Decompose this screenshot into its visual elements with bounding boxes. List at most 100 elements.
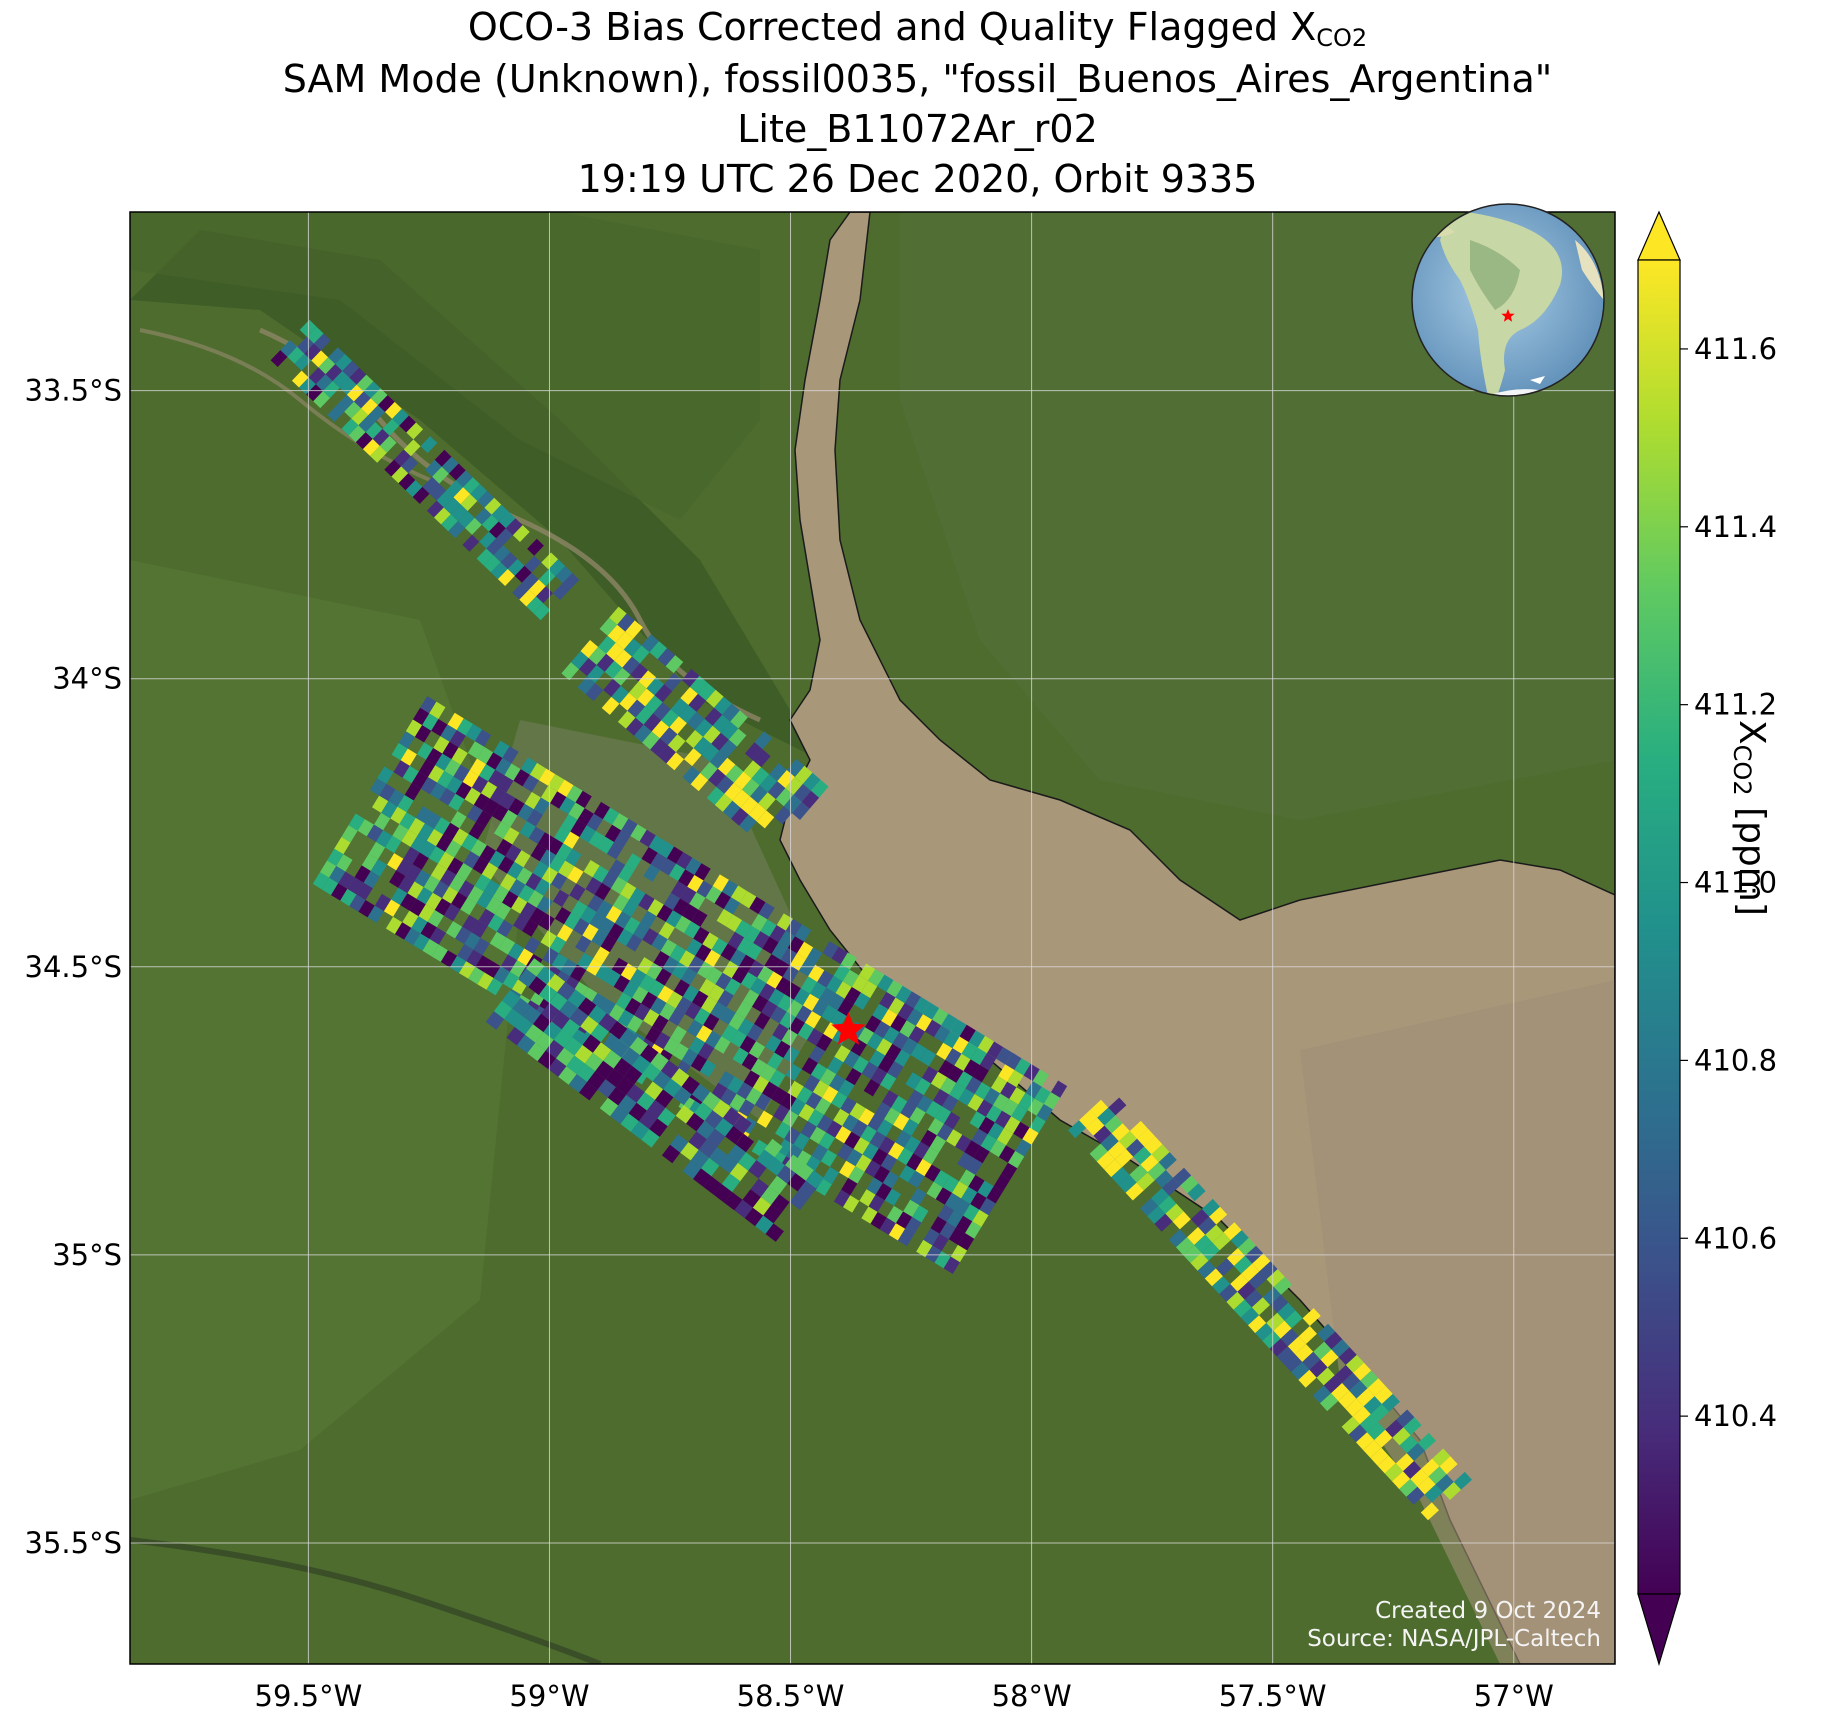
footprint-cell bbox=[681, 1076, 700, 1095]
footprint-cell bbox=[466, 804, 483, 823]
footprint-cell bbox=[434, 449, 452, 467]
globe-star-icon bbox=[1501, 309, 1515, 322]
footprint-cell bbox=[773, 1104, 790, 1122]
footprint-cell bbox=[443, 822, 460, 841]
footprint-cell bbox=[1324, 1331, 1343, 1350]
footprint-cell bbox=[400, 893, 417, 911]
footprint-cell bbox=[618, 1094, 637, 1114]
footprint-cell bbox=[752, 1075, 770, 1094]
footprint-cell bbox=[944, 1192, 962, 1211]
footprint-cell bbox=[1234, 1255, 1253, 1274]
footprint-cell bbox=[321, 877, 339, 896]
footprint-cell bbox=[624, 916, 641, 935]
footprint-cell bbox=[1144, 1136, 1163, 1155]
footprint-cell bbox=[626, 1084, 645, 1103]
footprint-cell bbox=[764, 1138, 783, 1158]
footprint-cell bbox=[1004, 1116, 1021, 1134]
footprint-cell bbox=[448, 463, 466, 481]
footprint-cell bbox=[837, 998, 854, 1016]
footprint-cell bbox=[719, 1007, 736, 1025]
footprint-cell bbox=[893, 1113, 910, 1131]
footprint-cell bbox=[660, 939, 677, 957]
footprint-cell bbox=[440, 869, 457, 887]
footprint-cell bbox=[1009, 1087, 1026, 1105]
footprint-cell bbox=[668, 863, 686, 882]
footprint-cell bbox=[735, 1133, 754, 1153]
footprint-cell bbox=[758, 792, 776, 811]
footprint-cell bbox=[737, 1152, 757, 1171]
footprint-cell bbox=[396, 858, 413, 876]
footprint-cell bbox=[767, 1052, 784, 1070]
footprint-cell bbox=[410, 835, 427, 853]
footprint-cell bbox=[661, 709, 679, 728]
footprint-cell bbox=[897, 1003, 914, 1021]
footprint-cell bbox=[916, 1095, 933, 1113]
footprint-cell bbox=[932, 1089, 950, 1107]
footprint-cell bbox=[906, 1153, 923, 1171]
footprint-cell bbox=[598, 635, 616, 654]
footprint-cell bbox=[603, 1050, 622, 1069]
footprint-cell bbox=[313, 333, 331, 351]
footprint-cell bbox=[1219, 1284, 1238, 1302]
footprint-cell bbox=[774, 806, 792, 825]
footprint-cell bbox=[669, 716, 687, 735]
footprint-cell bbox=[536, 895, 553, 914]
colorbar-tick-label: 410.4 bbox=[1694, 1399, 1777, 1433]
footprint-cell bbox=[488, 521, 506, 539]
footprint-cell bbox=[771, 942, 788, 960]
footprint-cell bbox=[566, 785, 583, 803]
footprint-cell bbox=[722, 703, 740, 722]
footprint-cell bbox=[890, 1014, 907, 1033]
footprint-cell bbox=[489, 931, 506, 949]
footprint-cell bbox=[526, 958, 545, 977]
footprint-cell bbox=[640, 910, 657, 929]
y-tick-label: 33.5°S bbox=[25, 374, 122, 408]
footprint-cell bbox=[720, 943, 737, 961]
footprint-cell bbox=[870, 1212, 887, 1230]
footprint-cell bbox=[642, 928, 659, 946]
footprint-cell bbox=[442, 741, 459, 760]
footprint-cell bbox=[575, 935, 592, 953]
footprint-cell bbox=[965, 1221, 982, 1239]
footprint-cell bbox=[696, 1025, 713, 1043]
footprint-cell bbox=[337, 394, 354, 412]
footprint-cell bbox=[1269, 1338, 1288, 1357]
footprint-cell bbox=[659, 1002, 676, 1021]
footprint-cell bbox=[922, 1002, 940, 1020]
footprint-cell bbox=[842, 969, 859, 987]
footprint-cell bbox=[613, 975, 630, 993]
footprint-cell bbox=[1270, 1294, 1289, 1313]
footprint-cell bbox=[270, 350, 288, 367]
footprint-cell bbox=[477, 490, 495, 508]
footprint-cell bbox=[551, 1010, 570, 1030]
footprint-cell bbox=[935, 1187, 952, 1205]
footprint-cell bbox=[860, 980, 878, 999]
footprint-cell bbox=[570, 819, 587, 838]
footprint-cell bbox=[561, 814, 578, 832]
footprint-cell bbox=[363, 381, 381, 399]
footprint-cell bbox=[958, 1088, 975, 1106]
footprint-cell bbox=[757, 965, 774, 984]
footprint-cell bbox=[665, 910, 682, 928]
footprint-cell bbox=[554, 826, 571, 844]
footprint-cell bbox=[362, 439, 380, 456]
footprint-cell bbox=[762, 936, 779, 955]
footprint-cell bbox=[903, 1199, 920, 1217]
footprint-cell bbox=[518, 884, 535, 902]
footprint-cell bbox=[447, 857, 464, 875]
footprint-cell bbox=[291, 370, 309, 388]
footprint-cell bbox=[432, 466, 449, 484]
footprint-cell bbox=[420, 777, 438, 795]
footprint-cell bbox=[724, 978, 741, 996]
footprint-cell bbox=[697, 682, 716, 701]
footprint-cell bbox=[704, 1110, 723, 1129]
footprint-cell bbox=[504, 763, 521, 781]
footprint-cell bbox=[943, 1031, 960, 1049]
footprint-cell bbox=[428, 765, 445, 783]
footprint-cell bbox=[599, 1097, 619, 1117]
footprint-cell bbox=[794, 924, 812, 942]
footprint-cell bbox=[502, 890, 519, 909]
footprint-cell bbox=[385, 835, 402, 854]
footprint-cell bbox=[971, 1128, 988, 1146]
footprint-cell bbox=[795, 1005, 812, 1023]
